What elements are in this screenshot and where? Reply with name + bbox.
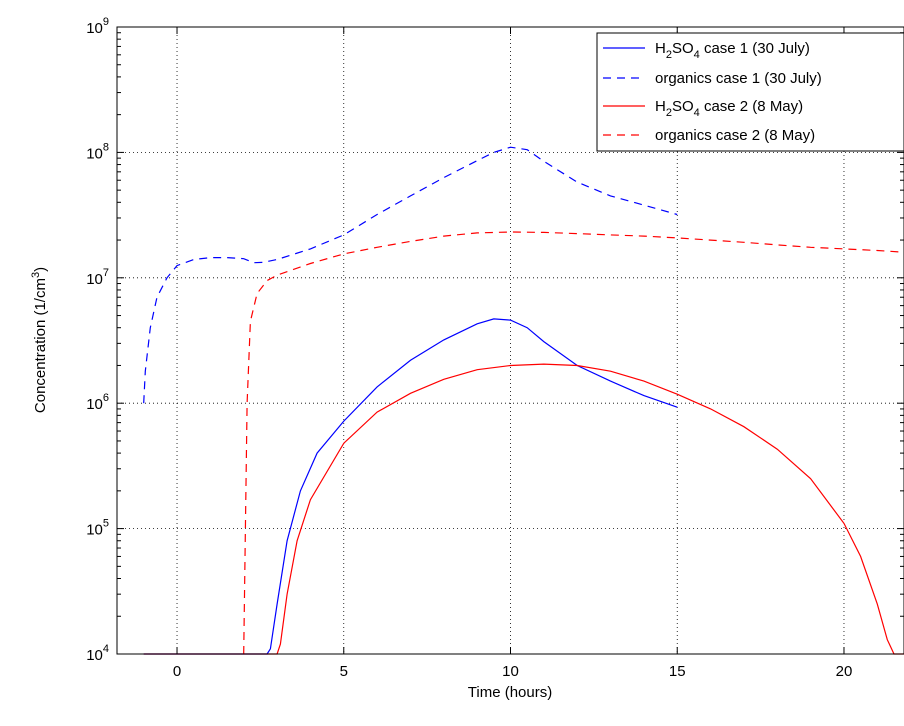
legend-entries: H2SO4 case 1 (30 July)organics case 1 (3… (603, 40, 822, 144)
legend-label-2: organics case 1 (30 July) (655, 70, 822, 87)
legend-sub: 4 (694, 49, 700, 61)
y-tick-exponent: 4 (103, 643, 109, 655)
y-tick-exponent: 9 (103, 16, 109, 28)
legend: H2SO4 case 1 (30 July)organics case 1 (3… (596, 32, 904, 152)
x-tick-label: 0 (173, 663, 181, 680)
legend-label-4: organics case 2 (8 May) (655, 127, 815, 144)
legend-label-1: H2SO4 case 1 (30 July) (655, 40, 810, 61)
y-tick-base: 10 (86, 271, 103, 288)
x-tick-label: 20 (836, 663, 853, 680)
x-tick-label: 5 (340, 663, 348, 680)
legend-prefix: H (655, 40, 666, 57)
series-line-1 (143, 318, 678, 655)
y-tick-base: 10 (86, 396, 103, 413)
y-tick-label: 107 (86, 267, 109, 288)
y-axis-label-main: Concentration (1/cm (32, 278, 49, 413)
x-tick-labels: 0 5 10 15 20 (173, 663, 852, 680)
legend-prefix: organics case 1 (30 July) (655, 70, 822, 87)
legend-prefix: H (655, 98, 666, 115)
y-tick-exponent: 6 (103, 392, 109, 404)
y-tick-label: 108 (86, 141, 109, 162)
legend-suffix: case 2 (8 May) (700, 98, 803, 115)
y-tick-base: 10 (86, 20, 103, 37)
legend-mid: SO (672, 98, 694, 115)
legend-sub: 4 (694, 107, 700, 119)
legend-prefix: organics case 2 (8 May) (655, 127, 815, 144)
legend-sub: 2 (666, 107, 672, 119)
y-tick-label: 105 (86, 518, 109, 539)
y-tick-label: 104 (86, 643, 109, 664)
y-tick-base: 10 (86, 522, 103, 539)
series-layer (143, 146, 904, 655)
y-tick-label: 109 (86, 16, 109, 37)
y-tick-exponent: 7 (103, 267, 109, 279)
y-tick-base: 10 (86, 647, 103, 664)
x-tick-label: 15 (669, 663, 686, 680)
legend-mid: SO (672, 40, 694, 57)
legend-box (596, 32, 904, 152)
y-tick-exponent: 5 (103, 518, 109, 530)
y-tick-exponent: 8 (103, 141, 109, 153)
y-tick-base: 10 (86, 145, 103, 162)
legend-suffix: case 1 (30 July) (700, 40, 810, 57)
y-axis-label-close: ) (32, 267, 49, 272)
y-tick-label: 106 (86, 392, 109, 413)
legend-sub: 2 (666, 49, 672, 61)
series-line-4 (243, 231, 904, 655)
y-axis-label: Concentration (1/cm3) (30, 267, 49, 413)
series-line-3 (143, 363, 904, 655)
legend-label-3: H2SO4 case 2 (8 May) (655, 98, 803, 119)
series-line-2 (143, 146, 678, 404)
x-tick-label: 10 (502, 663, 519, 680)
ticks (117, 26, 904, 655)
x-axis-label: Time (hours) (468, 684, 552, 701)
y-axis-label-sup: 3 (30, 272, 42, 278)
